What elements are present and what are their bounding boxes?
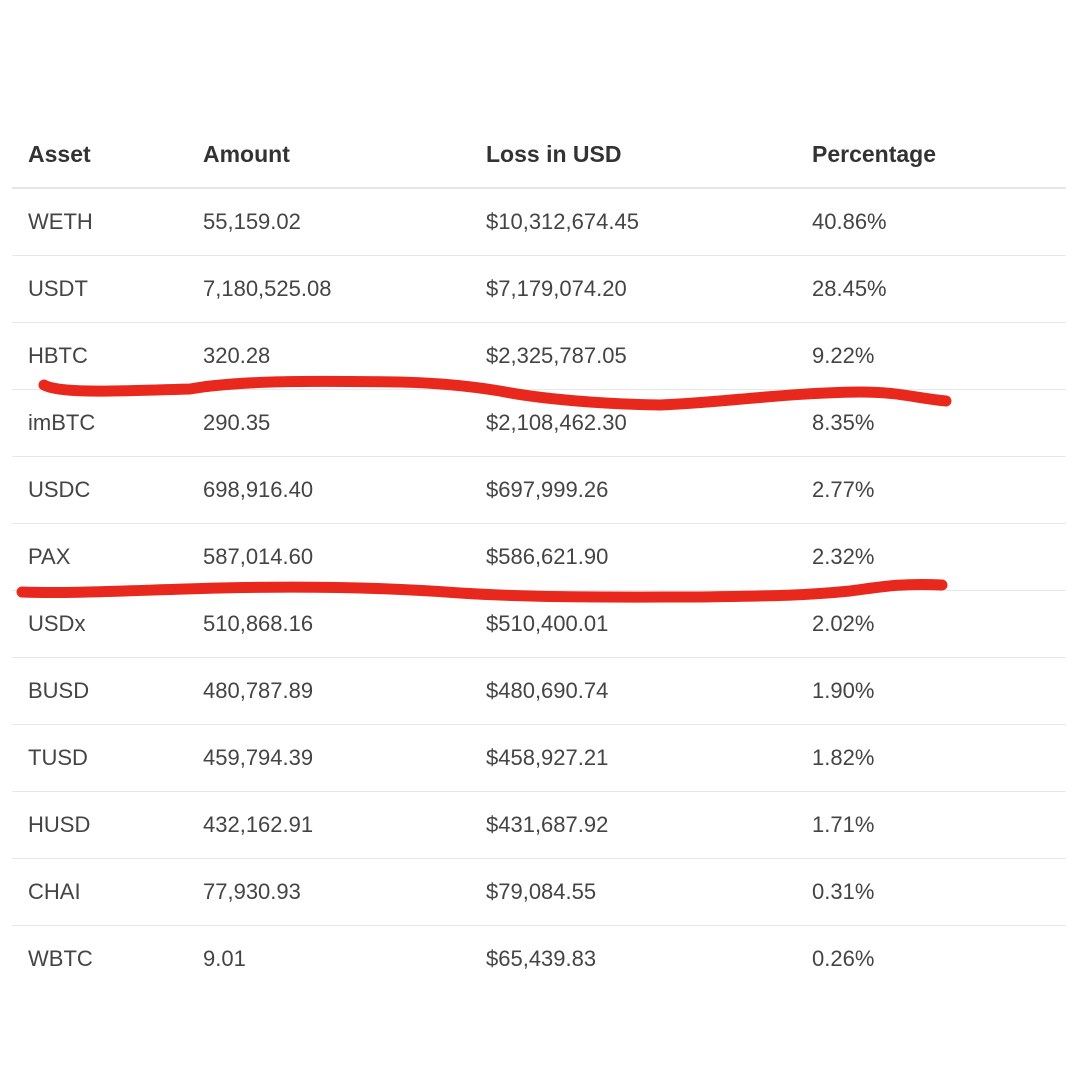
cell-loss-usd: $2,325,787.05	[470, 322, 796, 390]
cell-percentage: 2.02%	[796, 590, 1066, 658]
table-row: HBTC 320.28 $2,325,787.05 9.22%	[12, 322, 1066, 390]
cell-loss-usd: $480,690.74	[470, 657, 796, 725]
cell-asset: PAX	[12, 523, 187, 591]
table-row: USDC 698,916.40 $697,999.26 2.77%	[12, 456, 1066, 524]
cell-amount: 77,930.93	[187, 858, 470, 926]
cell-percentage: 0.31%	[796, 858, 1066, 926]
cell-percentage: 9.22%	[796, 322, 1066, 390]
cell-loss-usd: $2,108,462.30	[470, 389, 796, 457]
table-row: WBTC 9.01 $65,439.83 0.26%	[12, 926, 1066, 993]
cell-amount: 7,180,525.08	[187, 255, 470, 323]
cell-loss-usd: $510,400.01	[470, 590, 796, 658]
cell-percentage: 1.90%	[796, 657, 1066, 725]
cell-loss-usd: $697,999.26	[470, 456, 796, 524]
cell-asset: CHAI	[12, 858, 187, 926]
cell-percentage: 28.45%	[796, 255, 1066, 323]
cell-amount: 698,916.40	[187, 456, 470, 524]
table-row: USDT 7,180,525.08 $7,179,074.20 28.45%	[12, 255, 1066, 323]
cell-asset: USDT	[12, 255, 187, 323]
header-amount: Amount	[187, 122, 470, 189]
table-row: CHAI 77,930.93 $79,084.55 0.31%	[12, 858, 1066, 926]
cell-amount: 290.35	[187, 389, 470, 457]
header-percentage: Percentage	[796, 122, 1066, 189]
cell-percentage: 1.71%	[796, 791, 1066, 859]
cell-percentage: 2.32%	[796, 523, 1066, 591]
cell-asset: HBTC	[12, 322, 187, 390]
cell-loss-usd: $7,179,074.20	[470, 255, 796, 323]
cell-asset: WETH	[12, 188, 187, 256]
cell-loss-usd: $65,439.83	[486, 946, 597, 971]
cell-asset: imBTC	[12, 389, 187, 457]
table-row: WETH 55,159.02 $10,312,674.45 40.86%	[12, 188, 1066, 256]
table-row: TUSD 459,794.39 $458,927.21 1.82%	[12, 724, 1066, 792]
asset-loss-table: Asset Amount Loss in USD Percentage WETH…	[12, 122, 1066, 992]
cell-loss-usd: $431,687.92	[470, 791, 796, 859]
cell-loss-usd: $586,621.90	[470, 523, 796, 591]
cell-percentage: 2.77%	[796, 456, 1066, 524]
cell-percentage: 1.82%	[796, 724, 1066, 792]
cell-amount: 9.01	[203, 946, 246, 971]
cell-asset: WBTC	[28, 946, 93, 971]
cell-asset: HUSD	[12, 791, 187, 859]
cell-amount: 432,162.91	[187, 791, 470, 859]
cell-asset: USDC	[12, 456, 187, 524]
table-row: PAX 587,014.60 $586,621.90 2.32%	[12, 523, 1066, 591]
cell-amount: 320.28	[187, 322, 470, 390]
cell-asset: BUSD	[12, 657, 187, 725]
table-row: imBTC 290.35 $2,108,462.30 8.35%	[12, 389, 1066, 457]
table-header-row: Asset Amount Loss in USD Percentage	[12, 122, 1066, 189]
table-row: HUSD 432,162.91 $431,687.92 1.71%	[12, 791, 1066, 859]
cell-amount: 480,787.89	[187, 657, 470, 725]
cell-amount: 510,868.16	[187, 590, 470, 658]
cell-asset: TUSD	[12, 724, 187, 792]
cell-percentage: 0.26%	[812, 946, 875, 971]
table-row: BUSD 480,787.89 $480,690.74 1.90%	[12, 657, 1066, 725]
cell-loss-usd: $79,084.55	[470, 858, 796, 926]
header-asset: Asset	[12, 122, 187, 189]
asset-loss-table-container: Asset Amount Loss in USD Percentage WETH…	[12, 122, 1066, 992]
cell-asset: USDx	[12, 590, 187, 658]
cell-percentage: 40.86%	[796, 188, 1066, 256]
cell-amount: 459,794.39	[187, 724, 470, 792]
table-row: USDx 510,868.16 $510,400.01 2.02%	[12, 590, 1066, 658]
header-loss-usd: Loss in USD	[470, 122, 796, 189]
cell-loss-usd: $458,927.21	[470, 724, 796, 792]
cell-amount: 55,159.02	[187, 188, 470, 256]
cell-loss-usd: $10,312,674.45	[470, 188, 796, 256]
cell-percentage: 8.35%	[796, 389, 1066, 457]
cell-amount: 587,014.60	[187, 523, 470, 591]
